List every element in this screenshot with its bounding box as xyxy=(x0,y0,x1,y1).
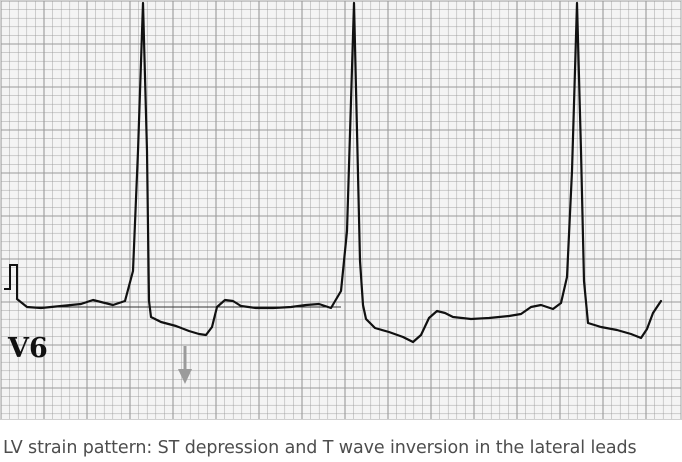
figure-caption: LV strain pattern: ST depression and T w… xyxy=(3,438,637,458)
calibration-mark xyxy=(4,264,18,299)
lead-label: V6 xyxy=(7,333,48,364)
down-arrow-icon xyxy=(178,346,192,384)
ecg-grid xyxy=(1,1,681,419)
ecg-trace xyxy=(15,1,663,344)
ecg-strip: V6 xyxy=(0,0,682,420)
ecg-svg: V6 xyxy=(1,1,681,419)
